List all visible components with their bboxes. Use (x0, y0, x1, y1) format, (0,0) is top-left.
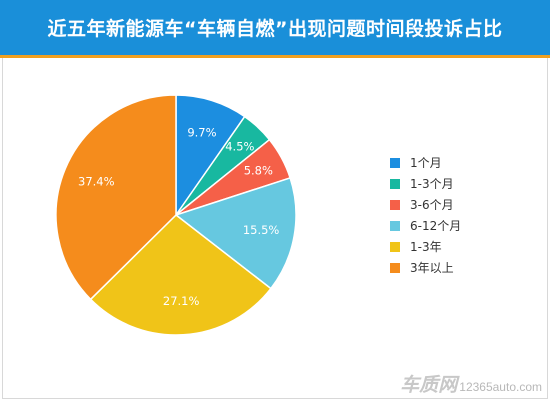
legend-swatch-4 (390, 220, 400, 231)
legend-swatch-3 (390, 199, 400, 210)
legend-swatch-6 (390, 262, 400, 273)
legend-label-3: 3-6个月 (410, 198, 454, 212)
slice-label-3: 5.8% (244, 163, 273, 177)
chart-legend: 1个月 1-3个月 3-6个月 6-12个月 1-3年 3年以上 (390, 153, 461, 279)
pie-slice-1 (175, 94, 246, 218)
slice-label-6: 37.4% (78, 175, 115, 189)
chart-frame (2, 58, 548, 399)
legend-label-6: 3年以上 (410, 261, 454, 275)
chart-header: 近五年新能源车“车辆自燃”出现问题时间段投诉占比 (0, 0, 550, 58)
legend-label-5: 1-3年 (410, 240, 442, 254)
legend-item-4: 6-12个月 (390, 216, 461, 235)
watermark: 车质网 12365auto.com (400, 370, 542, 397)
watermark-logo: 车质网 (400, 374, 458, 396)
slice-label-4: 15.5% (243, 223, 280, 237)
pie-slice-4 (174, 176, 297, 290)
slice-label-5: 27.1% (163, 294, 200, 308)
slice-label-1: 9.7% (187, 126, 216, 140)
legend-swatch-2 (390, 178, 400, 189)
pie-slice-6 (55, 94, 177, 301)
legend-item-1: 1个月 (390, 153, 461, 172)
legend-swatch-5 (390, 241, 400, 252)
legend-item-2: 1-3个月 (390, 174, 461, 193)
legend-swatch-1 (390, 157, 400, 168)
legend-item-6: 3年以上 (390, 258, 461, 277)
legend-item-5: 1-3年 (390, 237, 461, 256)
legend-label-1: 1个月 (410, 156, 442, 170)
legend-item-3: 3-6个月 (390, 195, 461, 214)
watermark-url: 12365auto.com (459, 380, 542, 394)
slice-label-2: 4.5% (225, 140, 254, 154)
legend-label-4: 6-12个月 (410, 219, 462, 233)
chart-title: 近五年新能源车“车辆自燃”出现问题时间段投诉占比 (47, 18, 503, 40)
pie-slice-5 (89, 214, 272, 336)
legend-label-2: 1-3个月 (410, 177, 454, 191)
